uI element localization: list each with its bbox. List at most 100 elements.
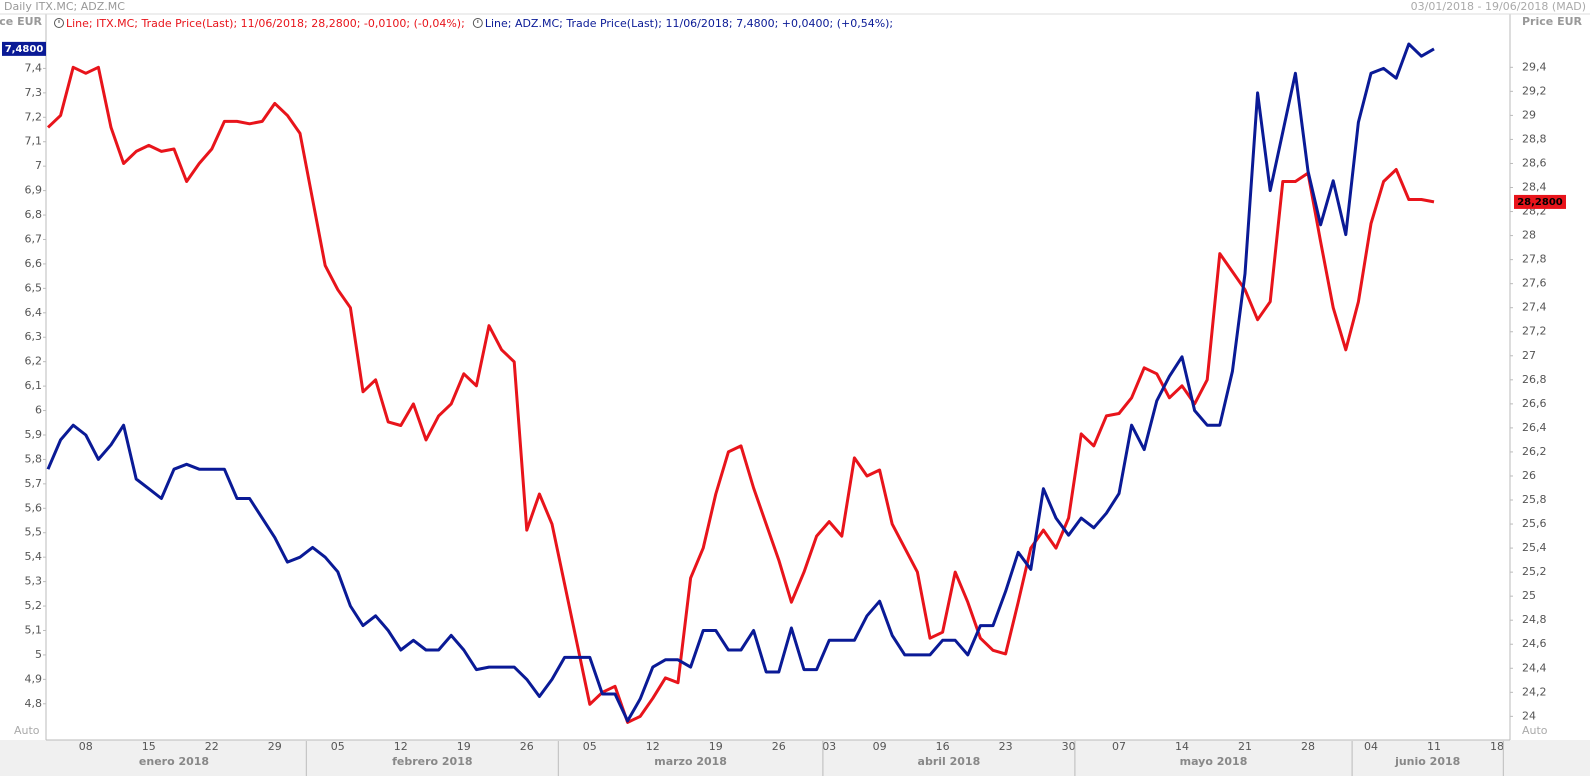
x-tick-label: 09	[873, 740, 887, 753]
y-tick-label: 24,4	[1522, 661, 1547, 674]
x-tick-label: 04	[1364, 740, 1378, 753]
x-tick-label: 05	[583, 740, 597, 753]
y-tick-label: 27,4	[1522, 301, 1547, 314]
chart-title: Daily ITX.MC; ADZ.MC	[4, 0, 125, 13]
y-tick-label: 7,4	[25, 61, 43, 74]
y-tick-label: 5,3	[25, 575, 43, 588]
x-tick-label: 12	[394, 740, 408, 753]
y-tick-label: 6,5	[25, 281, 43, 294]
y-tick-label: 29	[1522, 108, 1536, 121]
y-tick-label: 24,8	[1522, 613, 1547, 626]
month-label: mayo 2018	[1180, 755, 1248, 768]
x-tick-label: 19	[709, 740, 723, 753]
last-value-badge	[1514, 194, 1566, 209]
x-tick-label: 14	[1175, 740, 1189, 753]
y-tick-label: 7,2	[25, 110, 43, 123]
y-tick-label: 26	[1522, 469, 1536, 482]
y-tick-label: 25,8	[1522, 493, 1547, 506]
y-tick-label: 7,1	[25, 135, 43, 148]
y-tick-label: 5,5	[25, 526, 43, 539]
y-tick-label: 5,9	[25, 428, 43, 441]
x-tick-label: 08	[79, 740, 93, 753]
chart-subtitle: 03/01/2018 - 19/06/2018 (MAD)	[1411, 0, 1586, 13]
y-tick-label: 7,3	[25, 86, 43, 99]
month-label: febrero 2018	[392, 755, 472, 768]
y-tick-label: 26,6	[1522, 397, 1547, 410]
y-tick-label: 6,4	[25, 306, 43, 319]
x-tick-label: 19	[457, 740, 471, 753]
y-tick-label: 24	[1522, 709, 1536, 722]
y-tick-label: 27,8	[1522, 253, 1547, 266]
y-tick-label: 5,8	[25, 452, 43, 465]
x-tick-label: 07	[1112, 740, 1126, 753]
month-label: marzo 2018	[654, 755, 727, 768]
y-tick-label: 6,1	[25, 379, 43, 392]
x-tick-label: 26	[520, 740, 534, 753]
series-line	[46, 65, 1435, 724]
y-tick-label: 6	[35, 404, 42, 417]
last-value-badge	[2, 41, 46, 56]
month-label: abril 2018	[918, 755, 981, 768]
x-tick-label: 22	[205, 740, 219, 753]
y-tick-label: 6,9	[25, 184, 43, 197]
y-tick-label: 28,4	[1522, 181, 1547, 194]
y-tick-label: 7	[35, 159, 42, 172]
y-tick-label: 28	[1522, 229, 1536, 242]
y-tick-label: 5,7	[25, 477, 43, 490]
x-tick-label: 15	[142, 740, 156, 753]
y-tick-label: 27,2	[1522, 325, 1547, 338]
x-tick-label: 18	[1490, 740, 1504, 753]
scale-mode: Auto	[1522, 724, 1548, 737]
y-tick-label: 25,2	[1522, 565, 1547, 578]
y-tick-label: 25,4	[1522, 541, 1547, 554]
x-tick-label: 28	[1301, 740, 1315, 753]
y-tick-label: 24,6	[1522, 637, 1547, 650]
y-tick-label: 6,7	[25, 232, 43, 245]
series-line	[46, 42, 1435, 723]
y-tick-label: 24,2	[1522, 685, 1547, 698]
x-tick-label: 26	[772, 740, 786, 753]
y-tick-label: 4,8	[25, 697, 43, 710]
last-value-label: 7,4800	[5, 44, 44, 55]
x-tick-label: 21	[1238, 740, 1252, 753]
scale-mode: Auto	[14, 724, 40, 737]
x-tick-label: 03	[822, 740, 836, 753]
y-tick-label: 25	[1522, 589, 1536, 602]
y-tick-label: 6,3	[25, 330, 43, 343]
y-tick-label: 5	[35, 648, 42, 661]
x-axis-band	[0, 740, 1590, 776]
x-tick-label: 11	[1427, 740, 1441, 753]
x-tick-label: 16	[936, 740, 950, 753]
y2-axis-title: Price EUR	[1522, 15, 1583, 28]
y-axis-title: Price EUR	[0, 15, 43, 28]
y-tick-label: 6,2	[25, 355, 43, 368]
y-tick-label: 5,2	[25, 599, 43, 612]
x-tick-label: 30	[1062, 740, 1076, 753]
y-tick-label: 25,6	[1522, 517, 1547, 530]
y-tick-label: 28,6	[1522, 156, 1547, 169]
y-tick-label: 27,6	[1522, 277, 1547, 290]
legend-entry: Line; ADZ.MC; Trade Price(Last); 11/06/2…	[485, 17, 893, 30]
y-tick-label: 26,8	[1522, 373, 1547, 386]
month-label: junio 2018	[1394, 755, 1460, 768]
x-tick-label: 23	[999, 740, 1013, 753]
y-tick-label: 29,4	[1522, 60, 1547, 73]
last-value-label: 28,2800	[1517, 197, 1563, 208]
y-tick-label: 26,2	[1522, 445, 1547, 458]
y-tick-label: 27	[1522, 349, 1536, 362]
x-tick-label: 12	[646, 740, 660, 753]
y-tick-label: 5,4	[25, 550, 43, 563]
x-tick-label: 05	[331, 740, 345, 753]
y-tick-label: 6,6	[25, 257, 43, 270]
x-tick-label: 29	[268, 740, 282, 753]
y-tick-label: 29,2	[1522, 84, 1547, 97]
y-tick-label: 5,6	[25, 501, 43, 514]
y-tick-label: 4,9	[25, 672, 43, 685]
y-tick-label: 28,8	[1522, 132, 1547, 145]
y-tick-label: 6,8	[25, 208, 43, 221]
legend-entry: Line; ITX.MC; Trade Price(Last); 11/06/2…	[66, 17, 465, 30]
y-tick-label: 26,4	[1522, 421, 1547, 434]
